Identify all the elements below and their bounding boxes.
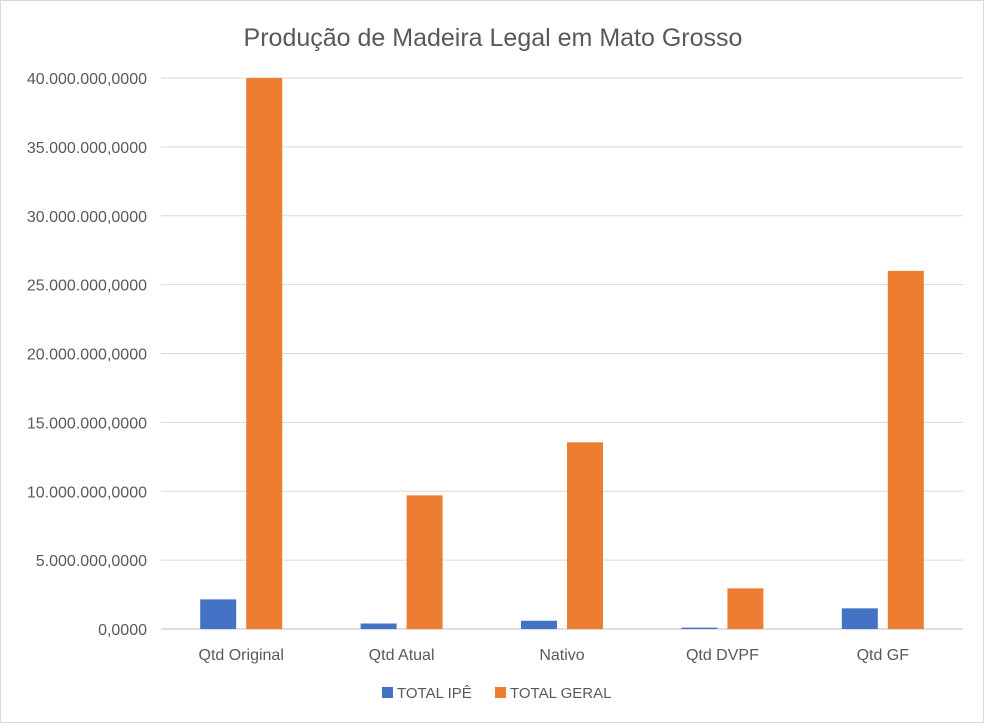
y-tick-label: 40.000.000,0000 [27, 71, 147, 88]
x-category-label: Qtd Atual [369, 647, 435, 664]
x-axis-categories: Qtd Original Qtd Atual Nativo Qtd DVPF Qtd G… [199, 647, 910, 664]
legend-swatch [382, 687, 393, 698]
bar-total-ipe [681, 627, 718, 629]
bar-total-geral [567, 442, 603, 629]
x-category-label: Qtd DVPF [686, 647, 759, 664]
y-tick-label: 0,0000 [98, 622, 147, 639]
bar-total-geral [727, 588, 764, 629]
bar-total-ipe [200, 599, 237, 629]
y-tick-label: 15.000.000,0000 [27, 415, 147, 432]
y-tick-label: 10.000.000,0000 [27, 484, 147, 501]
y-tick-label: 20.000.000,0000 [27, 347, 147, 364]
bar-total-geral [246, 78, 283, 629]
bar-total-ipe [521, 620, 557, 629]
y-tick-label: 30.000.000,0000 [27, 209, 147, 226]
bars [200, 78, 924, 629]
x-category-label: Qtd Original [199, 647, 284, 664]
bar-total-ipe [841, 608, 878, 629]
x-category-label: Qtd GF [857, 647, 910, 664]
legend-swatch [495, 687, 506, 698]
y-tick-label: 35.000.000,0000 [27, 140, 147, 157]
bar-total-geral [406, 495, 443, 629]
legend-label: TOTAL GERAL [510, 685, 611, 702]
gridlines [161, 77, 963, 630]
chart-title: Produção de Madeira Legal em Mato Grosso [244, 24, 743, 52]
x-category-label: Nativo [539, 647, 584, 664]
legend: TOTAL IPÊ TOTAL GERAL [382, 685, 611, 702]
y-tick-label: 25.000.000,0000 [27, 278, 147, 295]
y-tick-label: 5.000.000,0000 [36, 553, 147, 570]
bar-total-geral [887, 270, 924, 629]
bar-total-ipe [360, 623, 397, 629]
legend-label: TOTAL IPÊ [397, 685, 472, 702]
y-axis-ticks: 0,0000 5.000.000,0000 10.000.000,0000 15.00… [27, 71, 147, 639]
